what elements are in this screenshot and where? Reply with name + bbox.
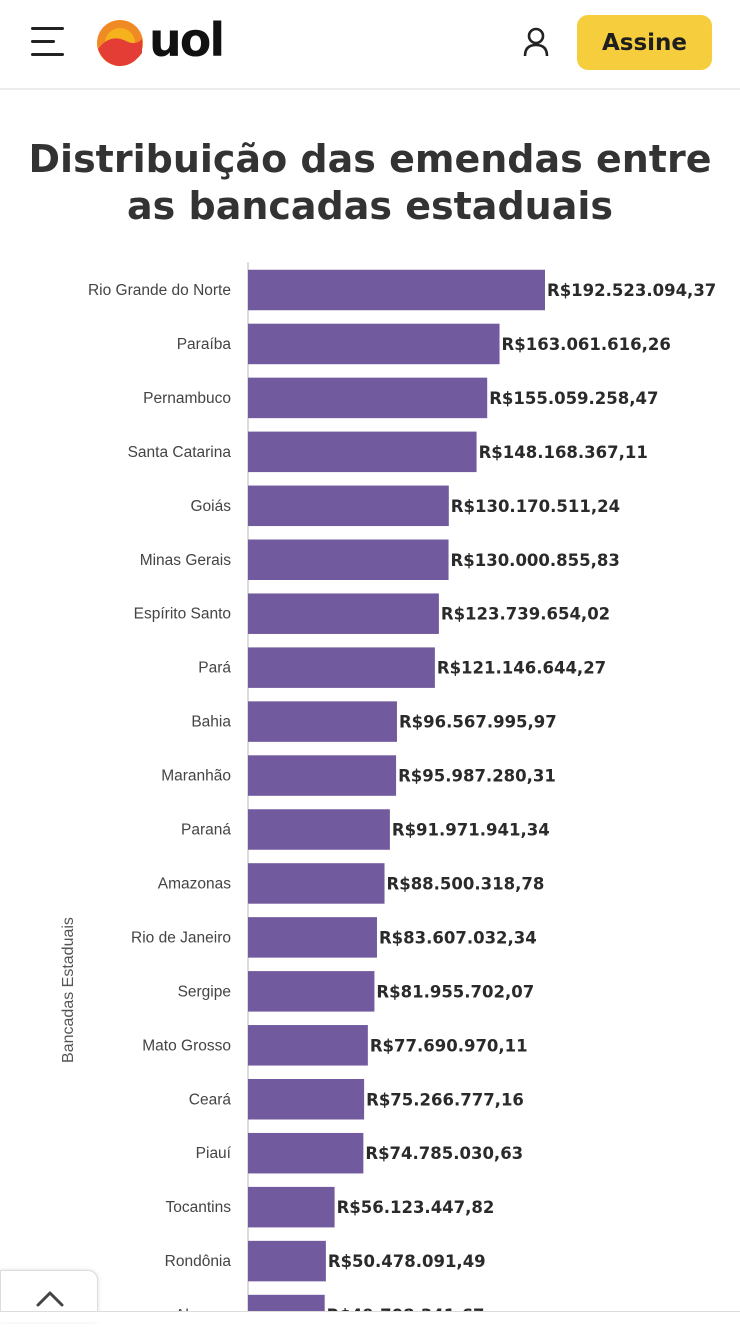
value-label: R$83.607.032,34 xyxy=(379,928,537,947)
value-label: R$81.955.702,07 xyxy=(376,982,534,1001)
bar xyxy=(248,269,545,311)
bar xyxy=(248,971,375,1012)
category-label: Piauí xyxy=(196,1145,232,1162)
value-label: R$163.061.616,26 xyxy=(502,335,671,354)
value-label: R$77.690.970,11 xyxy=(370,1036,528,1055)
value-label: R$130.000.855,83 xyxy=(451,551,620,570)
y-axis-title: Bancadas Estaduais xyxy=(60,917,77,1063)
value-label: R$155.059.258,47 xyxy=(489,389,658,408)
category-label: Ceará xyxy=(189,1091,232,1108)
category-label: Santa Catarina xyxy=(128,444,232,461)
bar-chart: Rio Grande do Norte R$192.523.094,37 Paraí… xyxy=(60,262,716,1321)
category-label: Bahia xyxy=(191,714,231,731)
chart-title: Distribuição das emendas entre as bancad… xyxy=(28,137,712,228)
value-label: R$96.567.995,97 xyxy=(399,713,557,732)
bar xyxy=(248,323,500,365)
bar xyxy=(248,485,449,527)
bar xyxy=(248,1186,335,1228)
value-label: R$50.478.091,49 xyxy=(328,1252,486,1271)
category-label: Minas Gerais xyxy=(140,552,232,569)
category-label: Espírito Santo xyxy=(134,606,231,623)
bar xyxy=(248,431,477,473)
value-label: R$148.168.367,11 xyxy=(479,443,648,462)
bar xyxy=(248,1240,326,1282)
category-label: Paraíba xyxy=(177,336,232,353)
category-label: Mato Grosso xyxy=(142,1037,231,1054)
bar xyxy=(248,755,397,796)
bar xyxy=(248,1079,365,1120)
bar xyxy=(248,1025,368,1066)
site-header: uol Assine xyxy=(0,0,740,90)
bar xyxy=(248,917,377,958)
bar xyxy=(248,647,435,688)
value-label: R$95.987.280,31 xyxy=(398,767,556,786)
value-label: R$123.739.654,02 xyxy=(441,605,610,624)
bar xyxy=(248,1132,364,1174)
uol-logo-text[interactable]: uol xyxy=(149,13,225,67)
uol-logo-icon[interactable] xyxy=(96,19,144,67)
value-label: R$91.971.941,34 xyxy=(392,821,550,840)
value-label: R$192.523.094,37 xyxy=(547,281,716,300)
bar xyxy=(248,593,439,634)
bar xyxy=(248,701,397,742)
category-label: Pernambuco xyxy=(143,390,231,407)
category-label: Pará xyxy=(198,660,231,677)
chevron-up-icon xyxy=(36,1291,64,1307)
bar xyxy=(248,539,449,580)
category-label: Sergipe xyxy=(178,983,231,1000)
category-label: Rondônia xyxy=(165,1253,232,1270)
subscribe-button[interactable]: Assine xyxy=(577,15,712,70)
bar xyxy=(248,809,390,850)
category-label: Rio de Janeiro xyxy=(131,929,231,946)
value-label: R$74.785.030,63 xyxy=(365,1144,523,1163)
value-label: R$88.500.318,78 xyxy=(387,874,545,893)
category-label: Goiás xyxy=(191,498,232,515)
browser-bottom-edge xyxy=(0,1311,740,1322)
value-label: R$56.123.447,82 xyxy=(337,1198,495,1217)
bar xyxy=(248,863,385,904)
bar xyxy=(248,377,488,419)
user-icon[interactable] xyxy=(522,27,550,57)
menu-icon[interactable] xyxy=(31,27,67,59)
category-label: Maranhão xyxy=(161,768,231,785)
category-label: Tocantins xyxy=(166,1199,232,1216)
value-label: R$75.266.777,16 xyxy=(366,1090,524,1109)
value-label: R$121.146.644,27 xyxy=(437,659,606,678)
category-label: Rio Grande do Norte xyxy=(88,282,231,299)
category-label: Amazonas xyxy=(158,875,231,892)
value-label: R$130.170.511,24 xyxy=(451,497,620,516)
category-label: Paraná xyxy=(181,822,231,839)
